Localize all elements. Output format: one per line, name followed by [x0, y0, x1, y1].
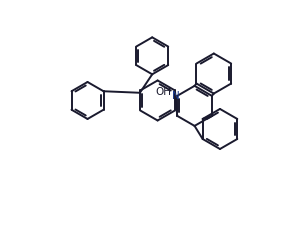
Text: OH: OH — [155, 87, 171, 97]
Text: N: N — [172, 91, 180, 101]
